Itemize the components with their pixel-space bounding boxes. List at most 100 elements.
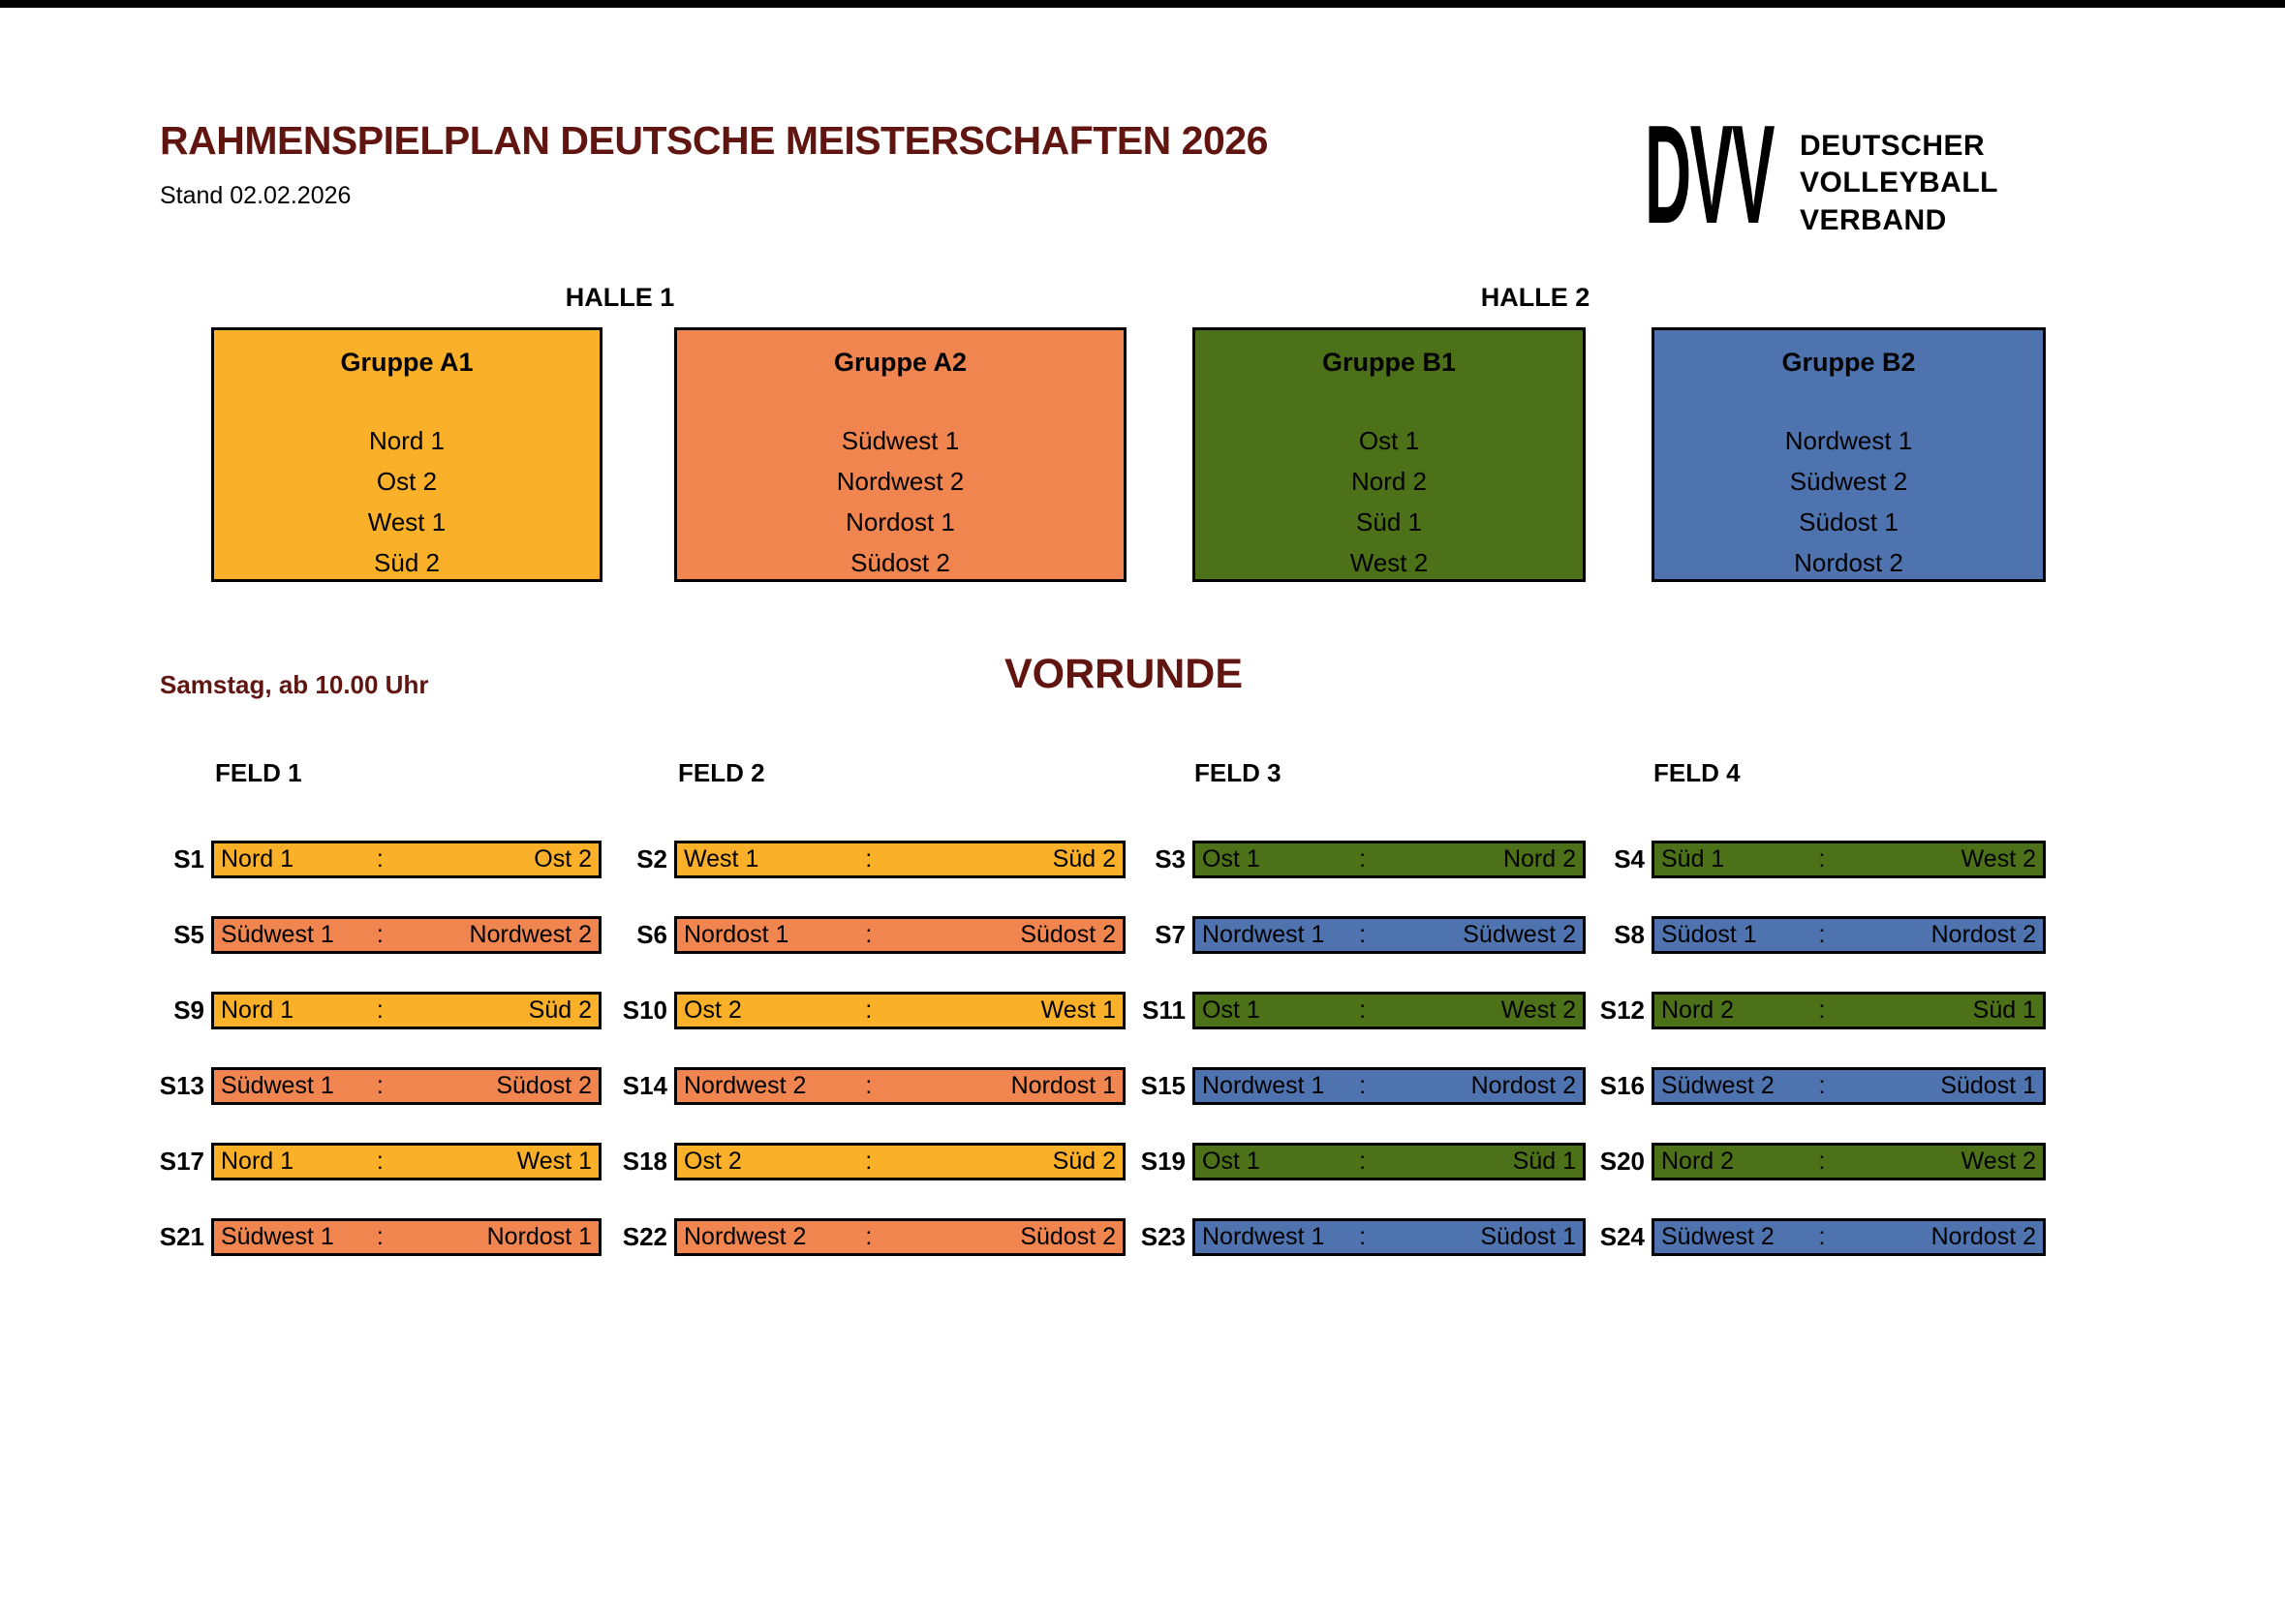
away-team: West 2 xyxy=(1500,996,1576,1024)
colon-separator: : xyxy=(1359,921,1367,948)
match-box: Nord 1 : Ost 2 xyxy=(211,841,602,878)
home-team: Ost 1 xyxy=(1202,1148,1260,1175)
away-team: Süd 2 xyxy=(1052,845,1116,873)
match-id: S2 xyxy=(636,844,667,873)
match-id: S8 xyxy=(1614,920,1645,949)
match-box: Nordwest 1 : Südwest 2 xyxy=(1192,916,1586,954)
match-box: Nord 2 : Süd 1 xyxy=(1652,992,2046,1029)
match-id: S12 xyxy=(1599,996,1645,1025)
match-id: S10 xyxy=(622,996,667,1025)
team-name: Süd 2 xyxy=(374,548,440,577)
colon-separator: : xyxy=(1818,1148,1826,1175)
match-s23: S23 Nordwest 1 : Südost 1 xyxy=(1127,1218,1586,1256)
match-id: S21 xyxy=(159,1222,204,1251)
away-team: Süd 2 xyxy=(528,996,592,1024)
match-box: Nord 1 : Süd 2 xyxy=(211,992,602,1029)
match-s4: S4 Süd 1 : West 2 xyxy=(1586,841,2046,878)
away-team: Nordost 2 xyxy=(1930,1223,2036,1250)
group-title-a2: Gruppe A2 xyxy=(833,348,968,377)
team-name: Nord 2 xyxy=(1350,467,1428,496)
match-box: Nord 1 : West 1 xyxy=(211,1143,602,1180)
halle-2-label: HALLE 2 xyxy=(1480,283,1590,312)
away-team: West 2 xyxy=(1961,845,2036,873)
match-box: Nord 2 : West 2 xyxy=(1652,1143,2046,1180)
home-team: Nordwest 2 xyxy=(684,1072,807,1099)
match-id: S7 xyxy=(1155,920,1186,949)
colon-separator: : xyxy=(1818,921,1826,948)
away-team: Süd 1 xyxy=(1972,996,2036,1024)
match-id: S14 xyxy=(622,1071,667,1100)
colon-separator: : xyxy=(1359,1223,1367,1250)
match-s12: S12 Nord 2 : Süd 1 xyxy=(1586,992,2046,1029)
match-id: S17 xyxy=(159,1147,204,1176)
group-title-b2: Gruppe B2 xyxy=(1781,348,1916,377)
team-name: Südwest 2 xyxy=(1789,467,1908,496)
match-id: S6 xyxy=(636,920,667,949)
colon-separator: : xyxy=(376,996,384,1024)
away-team: Süd 1 xyxy=(1512,1148,1576,1175)
page-title: RAHMENSPIELPLAN DEUTSCHE MEISTERSCHAFTEN… xyxy=(160,118,1268,163)
match-box: Nordwest 1 : Südost 1 xyxy=(1192,1218,1586,1256)
home-team: Nordwest 1 xyxy=(1202,921,1325,948)
team-name: West 2 xyxy=(1349,548,1429,577)
group-teams-a2: Südwest 1 Nordwest 2 Nordost 1 Südost 2 xyxy=(677,420,1124,583)
match-box: Nordwest 2 : Nordost 1 xyxy=(674,1067,1126,1105)
colon-separator: : xyxy=(1359,1072,1367,1099)
match-s3: S3 Ost 1 : Nord 2 xyxy=(1127,841,1586,878)
away-team: Nordost 2 xyxy=(1930,921,2036,948)
home-team: Nord 1 xyxy=(221,845,294,873)
home-team: Südost 1 xyxy=(1661,921,1757,948)
home-team: Süd 1 xyxy=(1661,845,1725,873)
match-box: Süd 1 : West 2 xyxy=(1652,841,2046,878)
match-id: S1 xyxy=(173,844,204,873)
match-s22: S22 Nordwest 2 : Südost 2 xyxy=(608,1218,1126,1256)
home-team: Südwest 2 xyxy=(1661,1072,1775,1099)
team-name: Südwest 1 xyxy=(841,426,960,455)
match-s6: S6 Nordost 1 : Südost 2 xyxy=(608,916,1126,954)
team-name: Nordwest 1 xyxy=(1784,426,1913,455)
colon-separator: : xyxy=(1359,996,1367,1024)
logo-line-1: DEUTSCHER xyxy=(1800,130,1986,162)
away-team: Nordwest 2 xyxy=(469,921,592,948)
match-s21: S21 Südwest 1 : Nordost 1 xyxy=(145,1218,602,1256)
match-box: Südwest 1 : Südost 2 xyxy=(211,1067,602,1105)
match-id: S19 xyxy=(1140,1147,1186,1176)
away-team: Ost 2 xyxy=(534,845,592,873)
away-team: Nordost 1 xyxy=(1010,1072,1116,1099)
away-team: West 2 xyxy=(1961,1148,2036,1175)
match-id: S22 xyxy=(622,1222,667,1251)
away-team: Nord 2 xyxy=(1502,845,1576,873)
away-team: Südost 1 xyxy=(1480,1223,1576,1250)
away-team: Nordost 2 xyxy=(1470,1072,1576,1099)
home-team: Nord 1 xyxy=(221,1148,294,1175)
colon-separator: : xyxy=(376,1072,384,1099)
match-id: S11 xyxy=(1142,996,1186,1025)
group-box-b2: Gruppe B2 Nordwest 1 Südwest 2 Südost 1 … xyxy=(1652,327,2046,582)
halle-1-label: HALLE 1 xyxy=(565,283,675,312)
top-border-bar xyxy=(0,0,2285,8)
match-s10: S10 Ost 2 : West 1 xyxy=(608,992,1126,1029)
colon-separator: : xyxy=(865,845,873,873)
team-name: Ost 1 xyxy=(1358,426,1420,455)
stand-date: Stand 02.02.2026 xyxy=(160,182,352,209)
match-box: Südost 1 : Nordost 2 xyxy=(1652,916,2046,954)
home-team: Südwest 1 xyxy=(221,1223,334,1250)
match-s8: S8 Südost 1 : Nordost 2 xyxy=(1586,916,2046,954)
match-s1: S1 Nord 1 : Ost 2 xyxy=(145,841,602,878)
home-team: Nordwest 1 xyxy=(1202,1223,1325,1250)
team-name: Nord 1 xyxy=(368,426,446,455)
match-id: S5 xyxy=(173,920,204,949)
home-team: Südwest 1 xyxy=(221,921,334,948)
team-name: Nordost 1 xyxy=(846,507,955,536)
match-s11: S11 Ost 1 : West 2 xyxy=(1127,992,1586,1029)
home-team: Südwest 2 xyxy=(1661,1223,1775,1250)
colon-separator: : xyxy=(865,1223,873,1250)
home-team: West 1 xyxy=(684,845,759,873)
away-team: Südost 2 xyxy=(1020,921,1116,948)
match-id: S3 xyxy=(1155,844,1186,873)
colon-separator: : xyxy=(376,921,384,948)
match-id: S4 xyxy=(1614,844,1645,873)
match-id: S13 xyxy=(159,1071,204,1100)
match-s9: S9 Nord 1 : Süd 2 xyxy=(145,992,602,1029)
match-id: S23 xyxy=(1140,1222,1186,1251)
